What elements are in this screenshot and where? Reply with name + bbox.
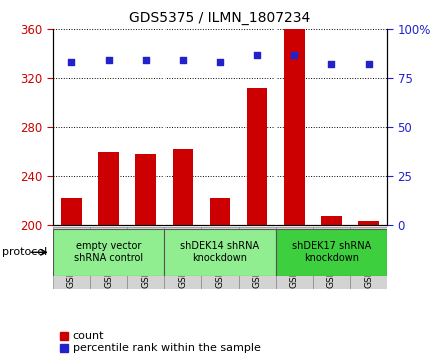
- Bar: [313, 227, 350, 289]
- Text: GSM1486448: GSM1486448: [364, 228, 373, 288]
- Text: GSM1486441: GSM1486441: [104, 228, 113, 288]
- Point: [328, 61, 335, 67]
- Bar: [53, 229, 164, 276]
- Bar: [238, 227, 276, 289]
- Point: [253, 52, 260, 57]
- Bar: [164, 229, 276, 276]
- Bar: [127, 227, 164, 289]
- Title: GDS5375 / ILMN_1807234: GDS5375 / ILMN_1807234: [129, 11, 311, 25]
- Bar: [61, 198, 81, 363]
- Bar: [202, 227, 238, 289]
- Bar: [359, 221, 379, 363]
- Text: GSM1486447: GSM1486447: [327, 228, 336, 288]
- Bar: [90, 227, 127, 289]
- Bar: [284, 29, 304, 363]
- Bar: [350, 227, 387, 289]
- Text: GSM1486445: GSM1486445: [253, 228, 262, 288]
- Point: [68, 60, 75, 65]
- Text: shDEK17 shRNA
knockdown: shDEK17 shRNA knockdown: [292, 241, 371, 263]
- Bar: [276, 229, 387, 276]
- Text: GSM1486442: GSM1486442: [141, 228, 150, 288]
- Text: shDEK14 shRNA
knockdown: shDEK14 shRNA knockdown: [180, 241, 260, 263]
- Text: percentile rank within the sample: percentile rank within the sample: [73, 343, 260, 354]
- Bar: [321, 216, 342, 363]
- Point: [180, 57, 187, 63]
- Text: GSM1486443: GSM1486443: [178, 228, 187, 288]
- Text: count: count: [73, 331, 104, 341]
- Text: GSM1486444: GSM1486444: [216, 228, 224, 288]
- Text: protocol: protocol: [2, 247, 48, 257]
- Point: [142, 57, 149, 63]
- Text: empty vector
shRNA control: empty vector shRNA control: [74, 241, 143, 263]
- Point: [216, 60, 224, 65]
- Text: GSM1486446: GSM1486446: [290, 228, 299, 288]
- Point: [105, 57, 112, 63]
- Bar: [136, 154, 156, 363]
- Bar: [53, 227, 90, 289]
- Bar: [172, 149, 193, 363]
- Bar: [276, 227, 313, 289]
- Bar: [164, 227, 202, 289]
- Bar: [210, 198, 230, 363]
- Bar: [247, 88, 268, 363]
- Text: GSM1486440: GSM1486440: [67, 228, 76, 288]
- Point: [291, 52, 298, 57]
- Bar: [98, 151, 119, 363]
- Point: [365, 61, 372, 67]
